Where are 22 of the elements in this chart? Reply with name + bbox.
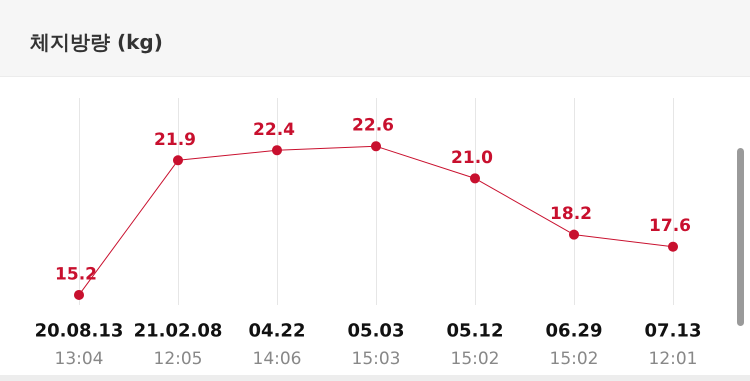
x-tick-label: 21.02.08 12:05 [134,320,222,369]
data-label: 18.2 [550,204,592,224]
point [569,230,579,240]
data-label: 21.0 [451,148,494,168]
x-tick-label: 05.12 15:02 [446,320,504,369]
x-tick-label: 05.03 15:03 [348,320,404,369]
point [74,290,84,300]
point [371,141,381,152]
x-tick-label: 04.22 14:06 [248,320,306,369]
point [272,145,282,156]
point [668,242,678,252]
x-tick-label: 20.08.13 13:04 [34,320,124,369]
point [470,173,480,184]
x-tick-label: 07.13 12:01 [644,320,702,369]
data-label: 15.2 [55,264,97,284]
data-label: 22.6 [352,116,394,136]
chart-title: 체지방량 (kg) [30,29,163,56]
point [173,155,183,166]
data-label: 22.4 [253,120,296,140]
data-label: 17.6 [649,216,691,236]
data-label: 21.9 [154,130,196,150]
x-tick-label: 06.29 15:02 [546,320,602,369]
